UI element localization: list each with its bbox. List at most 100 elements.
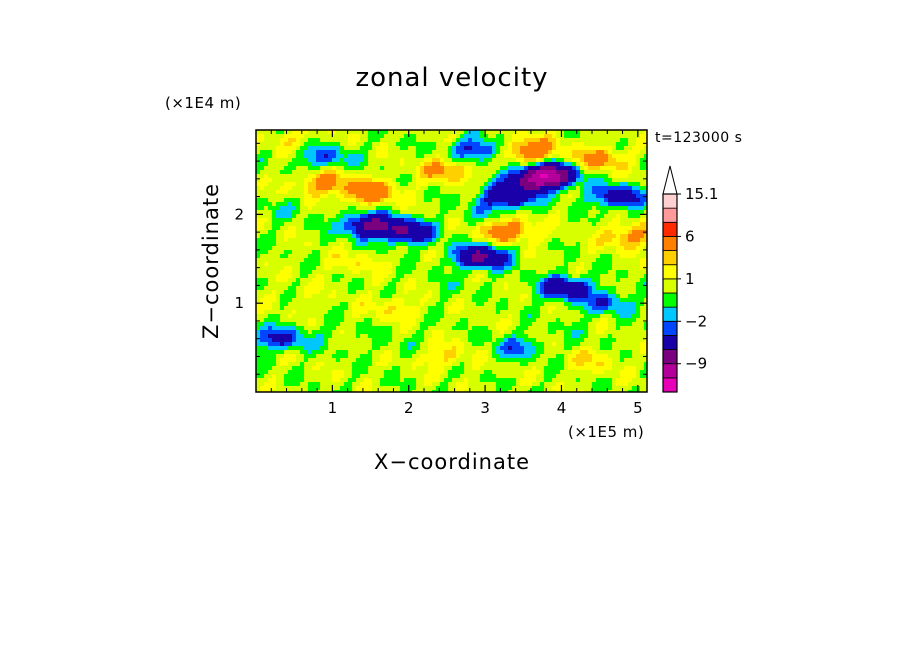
field-cell bbox=[584, 286, 589, 291]
field-cell bbox=[372, 218, 377, 223]
field-cell bbox=[336, 142, 341, 147]
field-cell bbox=[268, 210, 273, 215]
field-cell bbox=[384, 318, 389, 323]
field-cell bbox=[544, 230, 549, 235]
field-cell bbox=[272, 218, 277, 223]
field-cell bbox=[288, 230, 293, 235]
field-cell bbox=[388, 246, 393, 251]
field-cell bbox=[440, 198, 445, 203]
field-cell bbox=[532, 218, 537, 223]
field-cell bbox=[324, 322, 329, 327]
field-cell bbox=[352, 206, 357, 211]
field-cell bbox=[408, 198, 413, 203]
field-cell bbox=[516, 162, 521, 167]
field-cell bbox=[352, 218, 357, 223]
field-cell bbox=[288, 162, 293, 167]
field-cell bbox=[456, 322, 461, 327]
field-cell bbox=[280, 238, 285, 243]
field-cell bbox=[296, 242, 301, 247]
field-cell bbox=[444, 150, 449, 155]
field-cell bbox=[616, 198, 621, 203]
field-cell bbox=[568, 210, 573, 215]
field-cell bbox=[416, 206, 421, 211]
field-cell bbox=[616, 174, 621, 179]
field-cell bbox=[484, 134, 489, 139]
field-cell bbox=[420, 226, 425, 231]
field-cell bbox=[320, 158, 325, 163]
field-cell bbox=[456, 262, 461, 267]
field-cell bbox=[384, 166, 389, 171]
field-cell bbox=[596, 182, 601, 187]
field-cell bbox=[296, 166, 301, 171]
field-cell bbox=[356, 330, 361, 335]
field-cell bbox=[440, 310, 445, 315]
field-cell bbox=[504, 286, 509, 291]
field-cell bbox=[364, 138, 369, 143]
field-cell bbox=[388, 322, 393, 327]
field-cell bbox=[396, 138, 401, 143]
field-cell bbox=[432, 210, 437, 215]
field-cell bbox=[280, 146, 285, 151]
field-cell bbox=[464, 138, 469, 143]
field-cell bbox=[552, 138, 557, 143]
field-cell bbox=[640, 206, 645, 211]
field-cell bbox=[540, 242, 545, 247]
field-cell bbox=[508, 210, 513, 215]
field-cell bbox=[384, 262, 389, 267]
field-cell bbox=[564, 230, 569, 235]
field-cell bbox=[444, 318, 449, 323]
field-cell bbox=[564, 246, 569, 251]
field-cell bbox=[584, 274, 589, 279]
field-cell bbox=[384, 298, 389, 303]
field-cell bbox=[440, 238, 445, 243]
field-cell bbox=[464, 326, 469, 331]
field-cell bbox=[384, 130, 389, 135]
field-cell bbox=[448, 322, 453, 327]
field-cell bbox=[568, 298, 573, 303]
field-cell bbox=[408, 314, 413, 319]
field-cell bbox=[624, 294, 629, 299]
field-cell bbox=[348, 242, 353, 247]
field-cell bbox=[624, 290, 629, 295]
field-cell bbox=[456, 270, 461, 275]
field-cell bbox=[636, 326, 641, 331]
field-cell bbox=[492, 202, 497, 207]
field-cell bbox=[284, 298, 289, 303]
field-cell bbox=[468, 286, 473, 291]
field-cell bbox=[532, 326, 537, 331]
field-cell bbox=[488, 190, 493, 195]
field-cell bbox=[364, 158, 369, 163]
field-cell bbox=[580, 250, 585, 255]
field-cell bbox=[332, 302, 337, 307]
field-cell bbox=[624, 202, 629, 207]
field-cell bbox=[444, 294, 449, 299]
field-cell bbox=[628, 234, 633, 239]
field-cell bbox=[612, 286, 617, 291]
field-cell bbox=[264, 266, 269, 271]
field-cell bbox=[484, 170, 489, 175]
field-cell bbox=[600, 146, 605, 151]
field-cell bbox=[524, 174, 529, 179]
field-cell bbox=[560, 314, 565, 319]
field-cell bbox=[488, 150, 493, 155]
field-cell bbox=[468, 190, 473, 195]
field-cell bbox=[608, 178, 613, 183]
field-cell bbox=[276, 202, 281, 207]
field-cell bbox=[616, 230, 621, 235]
field-cell bbox=[356, 298, 361, 303]
field-cell bbox=[612, 274, 617, 279]
field-cell bbox=[592, 298, 597, 303]
field-cell bbox=[300, 202, 305, 207]
field-cell bbox=[268, 254, 273, 259]
field-cell bbox=[408, 202, 413, 207]
field-cell bbox=[516, 218, 521, 223]
field-cell bbox=[544, 210, 549, 215]
field-cell bbox=[484, 230, 489, 235]
field-cell bbox=[316, 186, 321, 191]
field-cell bbox=[364, 298, 369, 303]
field-cell bbox=[320, 278, 325, 283]
field-cell bbox=[316, 174, 321, 179]
field-cell bbox=[272, 146, 277, 151]
field-cell bbox=[632, 226, 637, 231]
field-cell bbox=[496, 242, 501, 247]
